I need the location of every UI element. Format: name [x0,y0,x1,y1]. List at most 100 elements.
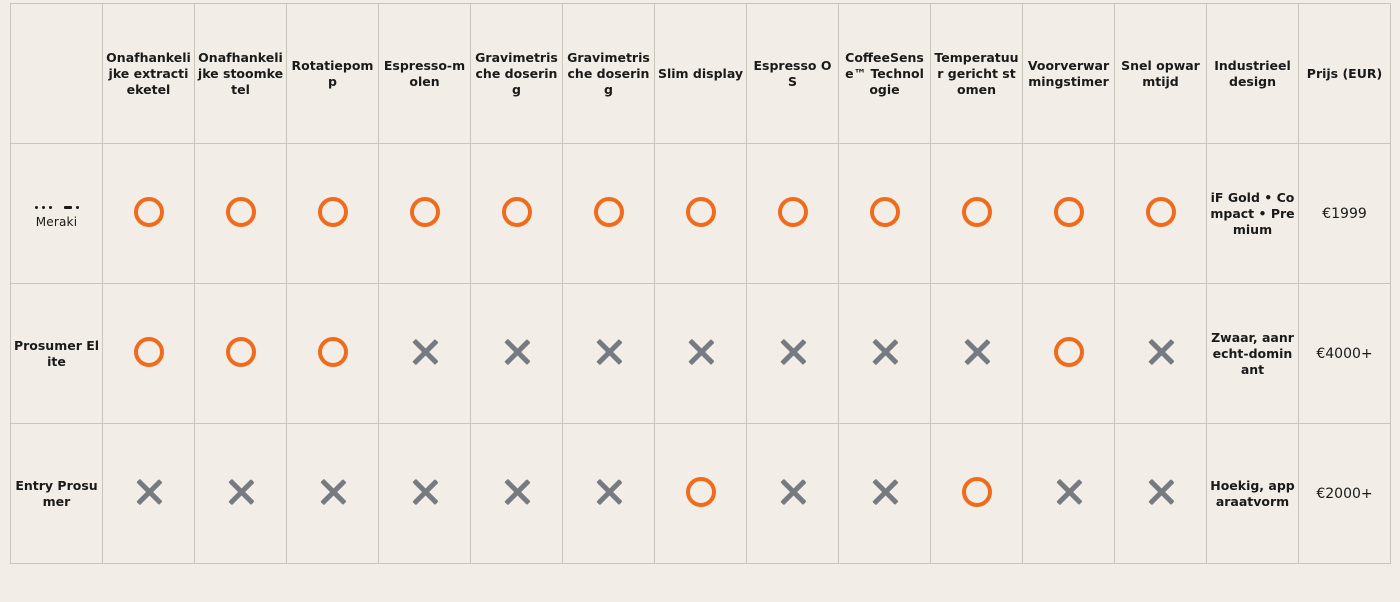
orange-circle-icon [1053,336,1084,367]
gray-cross-icon [962,337,992,367]
row-label: Prosumer Elite [10,283,103,424]
orange-circle-icon [1145,196,1176,227]
design-cell: Zwaar, aanrecht-dominant [1206,283,1299,424]
feature-cell [1114,423,1207,564]
column-header: Snel opwarmtijd [1114,3,1207,144]
feature-cell [1022,423,1115,564]
gray-cross-icon [318,477,348,507]
gray-cross-icon [226,477,256,507]
column-header: Rotatiepomp [286,3,379,144]
feature-cell [654,143,747,284]
gray-cross-icon [594,477,624,507]
column-header: Gravimetrische dosering [562,3,655,144]
header-corner [10,3,103,144]
column-header: Onafhankelijke stoomketel [194,3,287,144]
column-header: Onafhankelijke extractieketel [102,3,195,144]
header-row: Onafhankelijke extractieketel Onafhankeli… [10,3,1391,144]
column-header: Voorverwarmingstimer [1022,3,1115,144]
table-row: Meraki iF Gold • Compact • Premium €1999 [10,143,1391,284]
orange-circle-icon [961,196,992,227]
column-header: CoffeeSense™ Technologie [838,3,931,144]
feature-cell [102,423,195,564]
column-header: Gravimetrische dosering [470,3,563,144]
comparison-table-wrapper: Onafhankelijke extractieketel Onafhankeli… [10,3,1391,564]
column-header: Prijs (EUR) [1298,3,1391,144]
orange-circle-icon [501,196,532,227]
feature-cell [562,423,655,564]
row-label: Meraki [10,143,103,284]
gray-cross-icon [134,477,164,507]
price-cell: €1999 [1298,143,1391,284]
gray-cross-icon [502,477,532,507]
gray-cross-icon [410,337,440,367]
feature-cell [1022,283,1115,424]
row-label: Entry Prosumer [10,423,103,564]
gray-cross-icon [410,477,440,507]
orange-circle-icon [593,196,624,227]
orange-circle-icon [685,476,716,507]
feature-cell [930,283,1023,424]
feature-cell [378,283,471,424]
feature-cell [930,143,1023,284]
feature-cell [470,143,563,284]
logo-dots-icon [34,205,79,211]
feature-cell [930,423,1023,564]
feature-cell [286,283,379,424]
column-header: Industrieel design [1206,3,1299,144]
table-body: Meraki iF Gold • Compact • Premium €1999 Pr… [10,143,1391,564]
meraki-logo: Meraki [34,205,79,230]
feature-cell [1022,143,1115,284]
feature-cell [378,423,471,564]
orange-circle-icon [225,336,256,367]
feature-cell [1114,143,1207,284]
design-cell: Hoekig, apparaatvorm [1206,423,1299,564]
gray-cross-icon [502,337,532,367]
table-row: Entry Prosumer Hoekig, apparaatvorm €2000+ [10,423,1391,564]
orange-circle-icon [869,196,900,227]
column-header: Slim display [654,3,747,144]
feature-cell [286,423,379,564]
feature-cell [378,143,471,284]
orange-circle-icon [409,196,440,227]
feature-cell [746,283,839,424]
gray-cross-icon [594,337,624,367]
feature-cell [654,423,747,564]
feature-cell [838,143,931,284]
orange-circle-icon [1053,196,1084,227]
feature-cell [194,283,287,424]
feature-cell [562,283,655,424]
comparison-table: Onafhankelijke extractieketel Onafhankeli… [10,3,1391,564]
feature-cell [746,423,839,564]
orange-circle-icon [685,196,716,227]
gray-cross-icon [870,337,900,367]
orange-circle-icon [777,196,808,227]
column-header: Temperatuur gericht stomen [930,3,1023,144]
feature-cell [194,143,287,284]
feature-cell [194,423,287,564]
price-cell: €4000+ [1298,283,1391,424]
gray-cross-icon [1146,477,1176,507]
orange-circle-icon [961,476,992,507]
feature-cell [286,143,379,284]
gray-cross-icon [1146,337,1176,367]
feature-cell [746,143,839,284]
feature-cell [838,423,931,564]
column-header: Espresso OS [746,3,839,144]
gray-cross-icon [870,477,900,507]
orange-circle-icon [317,196,348,227]
feature-cell [838,283,931,424]
feature-cell [102,283,195,424]
design-cell: iF Gold • Compact • Premium [1206,143,1299,284]
feature-cell [1114,283,1207,424]
feature-cell [102,143,195,284]
price-cell: €2000+ [1298,423,1391,564]
table-row: Prosumer Elite Zwaar, aanrecht-dominant €4… [10,283,1391,424]
gray-cross-icon [778,477,808,507]
feature-cell [654,283,747,424]
gray-cross-icon [686,337,716,367]
orange-circle-icon [225,196,256,227]
gray-cross-icon [1054,477,1084,507]
feature-cell [470,423,563,564]
gray-cross-icon [778,337,808,367]
column-header: Espresso-molen [378,3,471,144]
